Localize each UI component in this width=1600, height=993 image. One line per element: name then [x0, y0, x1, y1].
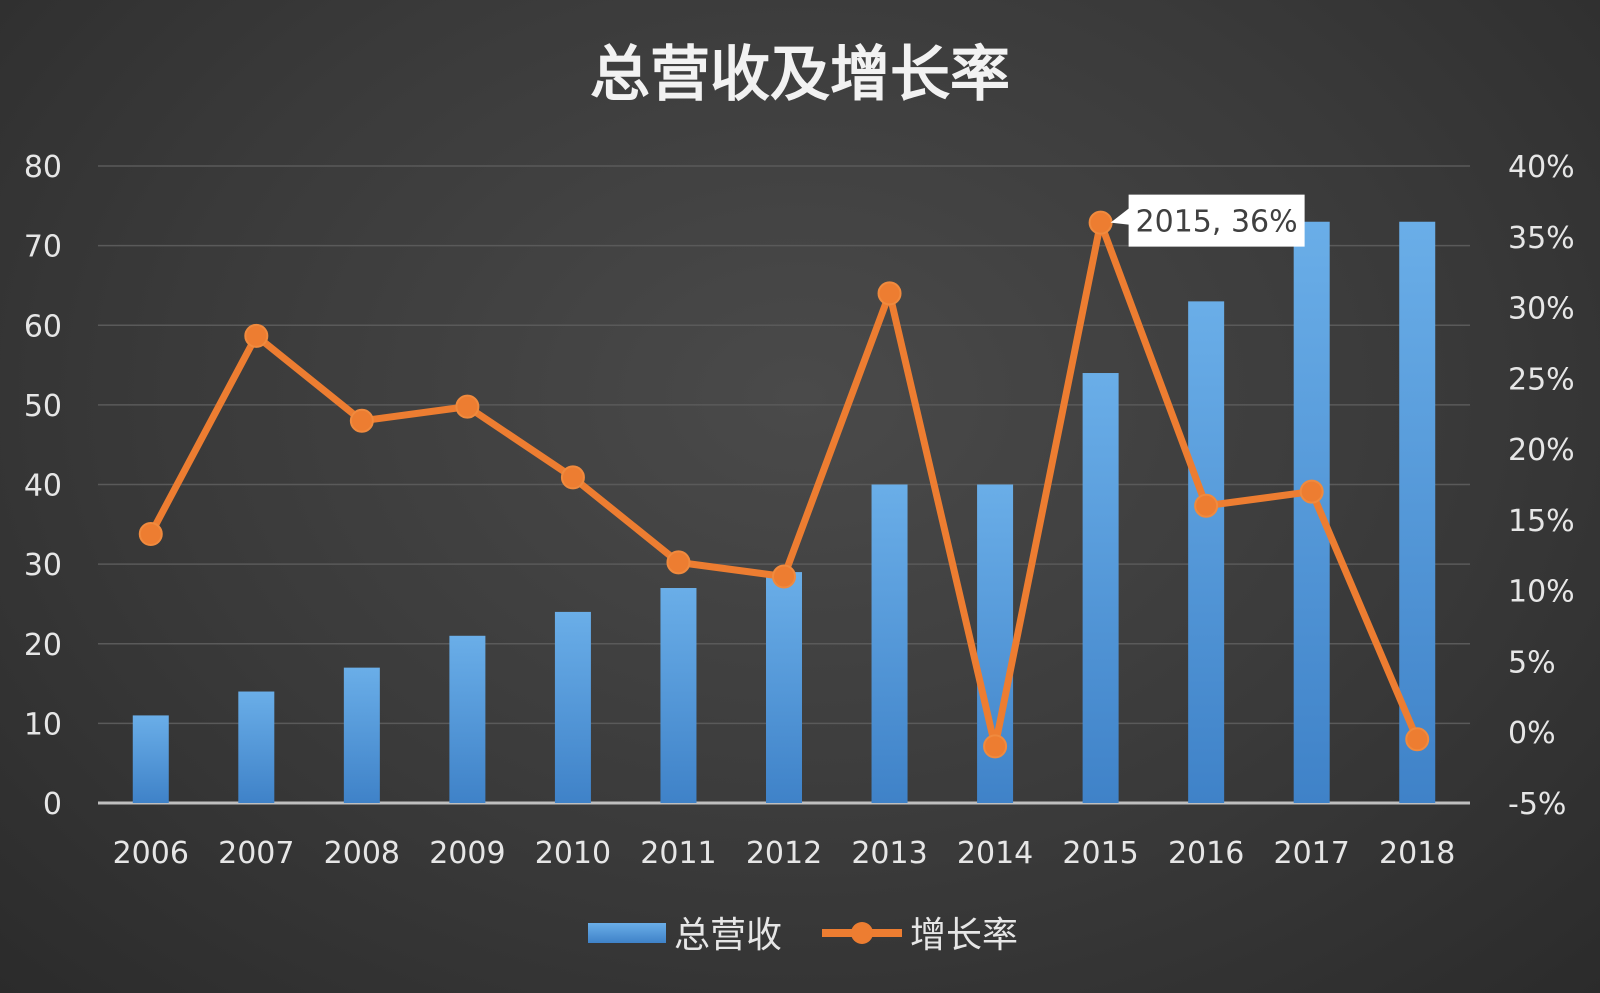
point-2006 [138, 522, 163, 547]
x-tick-label: 2008 [324, 836, 400, 871]
point-2009 [455, 394, 480, 419]
callout-text: 2015, 36% [1136, 205, 1298, 240]
line-series [138, 210, 1430, 759]
right-tick-label: 25% [1508, 362, 1575, 397]
x-tick-label: 2017 [1274, 836, 1350, 871]
right-axis: -5% 0% 5% 10% 15% 20% 25% 30% 35% 40% [1508, 150, 1575, 822]
x-tick-label: 2016 [1168, 836, 1244, 871]
x-tick-label: 2012 [746, 836, 822, 871]
legend-line-marker [851, 922, 873, 944]
x-tick-label: 2011 [640, 836, 716, 871]
bar-2011 [660, 588, 697, 803]
x-tick-label: 2013 [851, 836, 927, 871]
point-2007 [244, 323, 269, 348]
bar-2013 [871, 484, 908, 803]
bar-2007 [238, 691, 275, 803]
bar-2009 [449, 635, 486, 803]
bar-2016 [1188, 301, 1225, 803]
x-tick-label: 2018 [1379, 836, 1455, 871]
point-2014 [983, 734, 1008, 759]
legend-bar-swatch [588, 923, 666, 943]
bars [132, 221, 1436, 804]
left-tick-label: 50 [24, 389, 62, 424]
left-tick-label: 20 [24, 628, 62, 663]
point-2017 [1299, 479, 1324, 504]
point-2016 [1194, 493, 1219, 518]
right-tick-label: 35% [1508, 221, 1575, 256]
x-tick-label: 2010 [535, 836, 611, 871]
right-tick-label: 40% [1508, 150, 1575, 185]
bar-2006 [132, 715, 169, 803]
point-2012 [772, 564, 796, 589]
right-tick-label: 20% [1508, 433, 1575, 468]
chart-title: 总营收及增长率 [590, 40, 1010, 110]
left-tick-label: 60 [24, 309, 62, 344]
right-tick-label: 10% [1508, 575, 1575, 610]
legend-label-growth: 增长率 [910, 915, 1018, 956]
x-tick-label: 2009 [429, 836, 505, 871]
right-tick-label: 30% [1508, 292, 1575, 327]
legend-label-revenue: 总营收 [674, 915, 782, 956]
x-tick-label: 2006 [113, 836, 189, 871]
bar-2008 [343, 667, 380, 803]
x-axis: 2006 2007 2008 2009 2010 2011 2012 2013 2014 2015… [113, 836, 1456, 871]
x-tick-label: 2007 [218, 836, 294, 871]
left-axis: 0 10 20 30 40 50 60 70 80 [24, 150, 62, 822]
legend: 总营收 增长率 [588, 915, 1018, 956]
x-tick-label: 2015 [1062, 836, 1138, 871]
right-tick-label: -5% [1508, 787, 1566, 822]
point-2018 [1405, 727, 1430, 752]
left-tick-label: 10 [24, 707, 62, 742]
point-2013 [877, 281, 902, 306]
right-tick-label: 0% [1508, 716, 1556, 751]
bar-2010 [554, 611, 591, 803]
point-2011 [666, 550, 691, 575]
left-tick-label: 70 [24, 230, 62, 265]
left-tick-label: 80 [24, 150, 62, 185]
point-2015 [1088, 210, 1113, 235]
left-tick-label: 0 [43, 787, 62, 822]
data-callout: 2015, 36% [1110, 194, 1305, 247]
x-tick-label: 2014 [957, 836, 1033, 871]
point-2008 [349, 408, 374, 433]
right-tick-label: 15% [1508, 504, 1575, 539]
bar-2015 [1082, 373, 1119, 803]
callout-box [1110, 194, 1305, 247]
left-tick-label: 30 [24, 548, 62, 583]
point-2010 [560, 465, 585, 490]
gridlines [98, 165, 1470, 805]
left-tick-label: 40 [24, 469, 62, 504]
bar-2012 [766, 572, 802, 803]
right-tick-label: 5% [1508, 645, 1556, 680]
